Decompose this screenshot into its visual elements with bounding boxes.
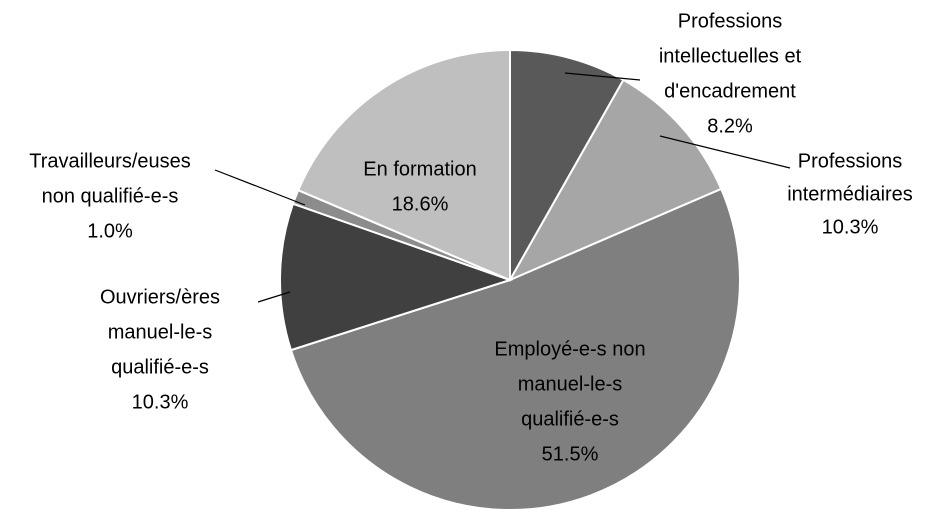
slice-label: d'encadrement [664, 80, 796, 102]
value-label: 51.5% [542, 443, 599, 465]
value-label: 18.6% [392, 193, 449, 215]
pie-slice [507, 78, 723, 283]
pie-slice [279, 202, 514, 352]
leader-line [257, 291, 291, 303]
slice-label: Ouvriers/ères [100, 286, 220, 308]
pie-slice [296, 48, 511, 282]
value-label: 8.2% [707, 115, 753, 137]
slice-label: intermédiaires [787, 183, 913, 205]
slice-label: non qualifié-e-s [42, 185, 179, 207]
slice-label: Employé-e-s non [494, 338, 645, 360]
slice-label: manuel-le-s [518, 373, 622, 395]
slice-label: manuel-le-s [108, 321, 212, 343]
leader-line [564, 72, 641, 81]
value-label: 10.3% [132, 391, 189, 413]
leader-line [659, 135, 791, 169]
value-label: 10.3% [822, 216, 879, 238]
value-label: 1.0% [87, 220, 133, 242]
leader-line [214, 169, 306, 206]
slice-label: Travailleurs/euses [29, 150, 191, 172]
slice-label: En formation [363, 158, 476, 180]
slice-label: qualifié-e-s [111, 356, 209, 378]
pie-slice [289, 187, 741, 511]
slice-label: Professions [678, 10, 783, 32]
slice-label: qualifié-e-s [521, 408, 619, 430]
slice-label: intellectuelles et [659, 45, 802, 67]
slice-label: Professions [798, 150, 903, 172]
